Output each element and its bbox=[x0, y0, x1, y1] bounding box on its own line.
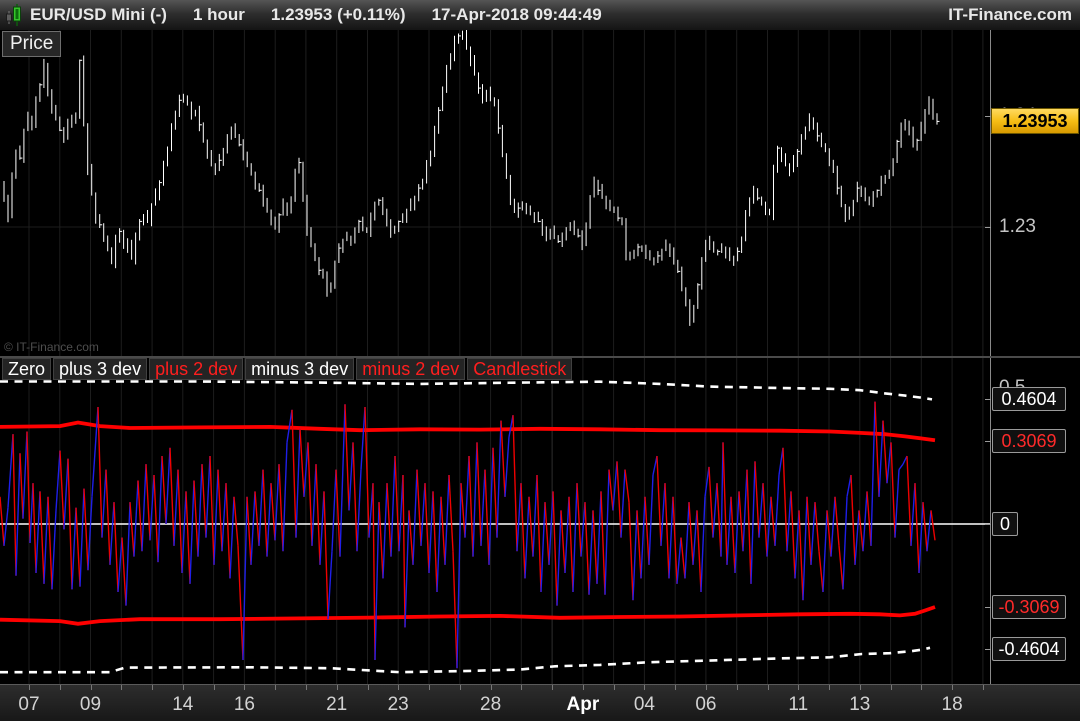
axis-tick bbox=[985, 649, 991, 651]
day-tick bbox=[244, 685, 246, 690]
day-tick bbox=[275, 685, 277, 690]
legend-item-candlestick[interactable]: Candlestick bbox=[467, 358, 573, 380]
time-label-13: 13 bbox=[849, 694, 871, 715]
day-tick bbox=[429, 685, 430, 690]
axis-tick bbox=[985, 227, 991, 228]
axis-tick bbox=[985, 607, 991, 609]
time-label-21: 21 bbox=[326, 694, 348, 715]
day-tick bbox=[890, 685, 892, 690]
day-tick bbox=[582, 685, 584, 690]
time-label-Apr: Apr bbox=[566, 694, 600, 715]
day-tick bbox=[59, 685, 61, 690]
day-tick bbox=[982, 685, 984, 690]
time-label-07: 07 bbox=[18, 694, 40, 715]
indicator-panel: Zero plus 3 dev plus 2 dev minus 3 dev minus… bbox=[0, 358, 1080, 684]
day-tick bbox=[305, 685, 307, 690]
day-tick bbox=[705, 685, 707, 690]
datetime-label: 17-Apr-2018 09:44:49 bbox=[431, 5, 602, 24]
day-tick bbox=[213, 685, 215, 690]
day-tick bbox=[459, 685, 461, 690]
axis-tick bbox=[985, 398, 991, 400]
time-label-04: 04 bbox=[633, 694, 655, 715]
day-tick bbox=[952, 685, 954, 690]
indicator-badge-0.3069: 0.3069 bbox=[992, 428, 1066, 453]
price-chart[interactable] bbox=[0, 30, 990, 356]
time-label-23: 23 bbox=[387, 694, 409, 715]
axis-tick bbox=[985, 440, 991, 442]
indicator-badge-0: 0 bbox=[992, 512, 1018, 536]
day-tick bbox=[613, 685, 615, 690]
candlestick-logo-icon bbox=[6, 4, 21, 26]
watermark: © IT-Finance.com bbox=[4, 340, 99, 354]
time-label-14: 14 bbox=[172, 694, 194, 715]
title-bar: EUR/USD Mini (-) 1 hour 1.23953 (+0.11%)… bbox=[0, 0, 1080, 31]
last-price-badge: 1.23953 bbox=[991, 108, 1079, 135]
day-tick bbox=[336, 685, 338, 690]
day-tick bbox=[829, 685, 830, 690]
day-tick bbox=[521, 685, 523, 690]
day-tick bbox=[736, 685, 738, 690]
time-label-06: 06 bbox=[695, 694, 717, 715]
day-tick bbox=[182, 685, 184, 690]
day-tick bbox=[398, 685, 400, 690]
quote-label: 1.23953 (+0.11%) bbox=[270, 5, 406, 24]
symbol-label: EUR/USD Mini (-) bbox=[30, 5, 167, 24]
legend-item-plus-3-dev[interactable]: plus 3 dev bbox=[53, 358, 148, 380]
day-tick bbox=[29, 685, 30, 690]
day-tick bbox=[152, 685, 154, 690]
day-tick bbox=[921, 685, 923, 690]
price-axis-border bbox=[990, 30, 991, 356]
day-tick bbox=[367, 685, 369, 690]
day-tick bbox=[644, 685, 646, 690]
day-tick bbox=[675, 685, 677, 690]
day-tick bbox=[121, 685, 123, 690]
indicator-legend: Zero plus 3 dev plus 2 dev minus 3 dev minus… bbox=[2, 358, 573, 380]
axis-tick bbox=[985, 524, 991, 525]
indicator-badge--0.4604: -0.4604 bbox=[992, 637, 1066, 662]
day-tick bbox=[490, 685, 492, 690]
legend-item-plus-2-dev[interactable]: plus 2 dev bbox=[149, 358, 244, 380]
indicator-badge--0.3069: -0.3069 bbox=[992, 595, 1066, 620]
axis-tick bbox=[985, 115, 991, 117]
indicator-badge-0.4604: 0.4604 bbox=[992, 386, 1066, 411]
time-label-11: 11 bbox=[788, 694, 809, 715]
price-tick-123: 1.23 bbox=[999, 216, 1036, 237]
indicator-chart[interactable] bbox=[0, 358, 990, 684]
day-tick bbox=[859, 685, 861, 690]
day-tick bbox=[767, 685, 769, 690]
time-axis: 07 09 14 16 21 23 28 Apr 04 06 11 13 18 bbox=[0, 684, 1080, 721]
price-panel-title: Price bbox=[2, 31, 62, 57]
day-tick bbox=[552, 685, 554, 690]
indicator-axis-border bbox=[990, 358, 991, 684]
time-label-09: 09 bbox=[79, 694, 102, 715]
time-label-16: 16 bbox=[233, 694, 255, 715]
time-label-28: 28 bbox=[480, 694, 502, 715]
day-tick bbox=[798, 685, 800, 690]
timeframe-label: 1 hour bbox=[192, 5, 245, 24]
time-label-18: 18 bbox=[941, 694, 963, 715]
legend-item-minus-2-dev[interactable]: minus 2 dev bbox=[356, 358, 466, 380]
day-tick bbox=[90, 685, 92, 690]
legend-item-zero[interactable]: Zero bbox=[2, 358, 52, 380]
legend-item-minus-3-dev[interactable]: minus 3 dev bbox=[245, 358, 355, 380]
brand-label: IT-Finance.com bbox=[948, 5, 1072, 24]
